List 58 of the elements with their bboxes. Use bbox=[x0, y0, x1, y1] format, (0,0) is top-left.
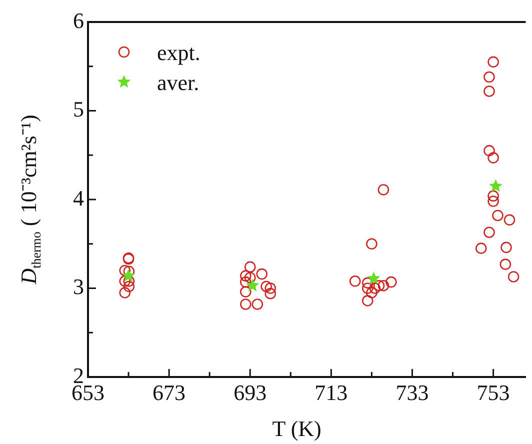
point bbox=[484, 145, 495, 156]
point bbox=[378, 184, 390, 196]
point bbox=[484, 226, 495, 238]
point bbox=[244, 261, 256, 273]
point bbox=[122, 268, 136, 282]
point bbox=[500, 258, 512, 270]
x-tick-label: 673 bbox=[152, 380, 186, 405]
point bbox=[240, 286, 252, 298]
point bbox=[373, 280, 385, 292]
point bbox=[123, 280, 135, 292]
point bbox=[369, 282, 381, 294]
point bbox=[119, 287, 131, 298]
point bbox=[488, 196, 499, 207]
y-tick-label: 3 bbox=[73, 274, 84, 300]
y-tick-label: 6 bbox=[73, 8, 84, 33]
point bbox=[366, 238, 378, 250]
legend-label: aver. bbox=[157, 70, 200, 95]
y-tick-label: 5 bbox=[73, 96, 84, 122]
point bbox=[366, 287, 378, 298]
x-tick-label: 693 bbox=[234, 380, 267, 405]
point bbox=[378, 280, 390, 292]
point bbox=[484, 71, 495, 83]
point bbox=[256, 268, 268, 280]
point bbox=[386, 276, 397, 288]
point bbox=[264, 282, 276, 294]
x-tick-label: 713 bbox=[314, 380, 348, 405]
point bbox=[475, 242, 487, 254]
point bbox=[240, 276, 252, 288]
point bbox=[362, 277, 374, 289]
y-tick-label: 4 bbox=[73, 185, 84, 210]
point bbox=[492, 210, 504, 222]
point bbox=[260, 280, 272, 292]
point bbox=[119, 276, 131, 287]
point bbox=[244, 272, 256, 284]
point bbox=[484, 86, 495, 97]
legend-label: expt. bbox=[157, 40, 200, 65]
point bbox=[504, 214, 516, 226]
point bbox=[252, 298, 264, 310]
point bbox=[488, 56, 499, 68]
x-tick-label: 753 bbox=[476, 380, 510, 405]
point bbox=[240, 270, 252, 282]
point bbox=[119, 264, 131, 276]
y-axis-title: Dthermo ( 10⁻³cm²s⁻¹) bbox=[16, 114, 44, 286]
x-tick-label: 733 bbox=[396, 380, 429, 405]
point bbox=[123, 276, 135, 287]
x-axis-title: T (K) bbox=[272, 416, 322, 441]
point bbox=[362, 282, 374, 294]
point bbox=[362, 295, 374, 306]
point bbox=[508, 271, 520, 282]
point bbox=[240, 298, 252, 310]
point bbox=[349, 276, 361, 287]
point bbox=[264, 288, 276, 300]
point bbox=[489, 179, 502, 192]
point bbox=[500, 242, 512, 254]
point bbox=[367, 271, 380, 284]
point bbox=[488, 152, 499, 164]
point bbox=[488, 190, 499, 202]
point bbox=[246, 278, 260, 292]
